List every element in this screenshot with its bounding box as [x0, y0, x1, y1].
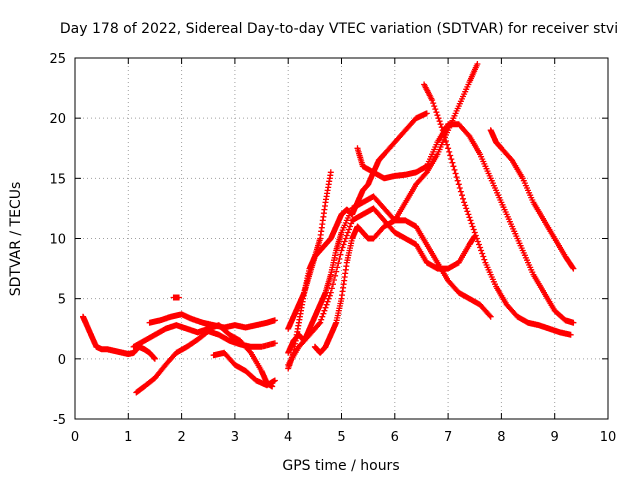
x-tick-label: 4	[284, 430, 292, 445]
x-tick-label: 6	[391, 430, 399, 445]
y-tick-label: 20	[49, 112, 66, 127]
series-track-11	[311, 61, 481, 356]
marker-path-track-6	[210, 349, 278, 389]
marker-path-track-13	[421, 81, 574, 338]
series-track-8	[285, 169, 334, 332]
x-tick-label: 10	[600, 430, 617, 445]
y-tick-label: 10	[49, 233, 66, 248]
y-tick-label: 25	[49, 52, 66, 67]
data-series	[80, 61, 577, 396]
marker-path-track-14	[487, 127, 577, 272]
y-tick-label: 15	[49, 172, 66, 187]
marker-path-track-10	[285, 205, 478, 368]
y-tick-label: 5	[58, 293, 66, 308]
series-track-6	[210, 349, 278, 389]
marker-path-track-5	[170, 294, 182, 301]
marker-path-track-11	[311, 61, 481, 356]
series-track-5	[170, 294, 182, 301]
y-axis-label: SDTVAR / TECUs	[8, 182, 24, 297]
x-axis-label: GPS time / hours	[282, 458, 399, 474]
x-tick-label: 7	[444, 430, 452, 445]
marker-path-track-9	[285, 193, 494, 356]
series-track-14	[487, 127, 577, 272]
series-track-10	[285, 205, 478, 368]
marker-path-track-4	[130, 322, 276, 390]
x-tick-label: 2	[177, 430, 185, 445]
y-tick-label: -5	[53, 413, 66, 428]
series-track-9	[285, 193, 494, 356]
x-tick-label: 8	[497, 430, 505, 445]
y-tick-label: 0	[58, 353, 66, 368]
series-track-4	[130, 322, 276, 390]
x-tick-label: 3	[231, 430, 239, 445]
x-tick-label: 5	[337, 430, 345, 445]
series-track-13	[421, 81, 574, 338]
series-track-12	[354, 121, 577, 326]
x-tick-label: 1	[124, 430, 132, 445]
marker-path-track-8	[285, 169, 334, 332]
marker-path-track-12	[354, 121, 577, 326]
x-tick-label: 9	[551, 430, 559, 445]
x-tick-label: 0	[71, 430, 79, 445]
axis-ticks: 0 1 2 3 4 5 6 7 8 9 10 -5 0 5 10 15 20 25	[49, 52, 616, 445]
chart-title: Day 178 of 2022, Sidereal Day-to-day VTE…	[60, 21, 618, 37]
